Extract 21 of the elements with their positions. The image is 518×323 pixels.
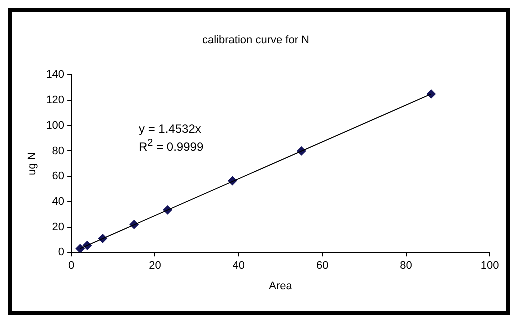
x-tick-label: 100 [480,260,500,272]
annotation: y = 1.4532x [139,122,202,136]
y-tick-label: 140 [46,69,65,82]
y-tick-label: 80 [52,145,65,158]
y-tick-label: 100 [46,120,65,132]
y-tick-label: 20 [52,221,65,234]
chart-title: calibration curve for N [202,34,310,47]
x-tick-label: 20 [149,260,162,272]
x-tick-label: 40 [232,260,246,272]
annotation: R$^{2}$ = 0.9999 [139,138,204,154]
y-tick-label: 0 [58,246,65,259]
y-tick-label: 120 [46,94,65,107]
point [76,244,85,253]
x-tick-label: 60 [316,260,329,272]
point [426,90,436,99]
x-axis-title: Area [269,280,294,292]
y-axis-title: ug N [26,152,39,176]
y-tick-label: 60 [52,170,65,183]
x-tick-label: 80 [400,260,412,272]
x-tick-label: 0 [68,260,75,272]
y-tick-label: 40 [52,196,65,208]
